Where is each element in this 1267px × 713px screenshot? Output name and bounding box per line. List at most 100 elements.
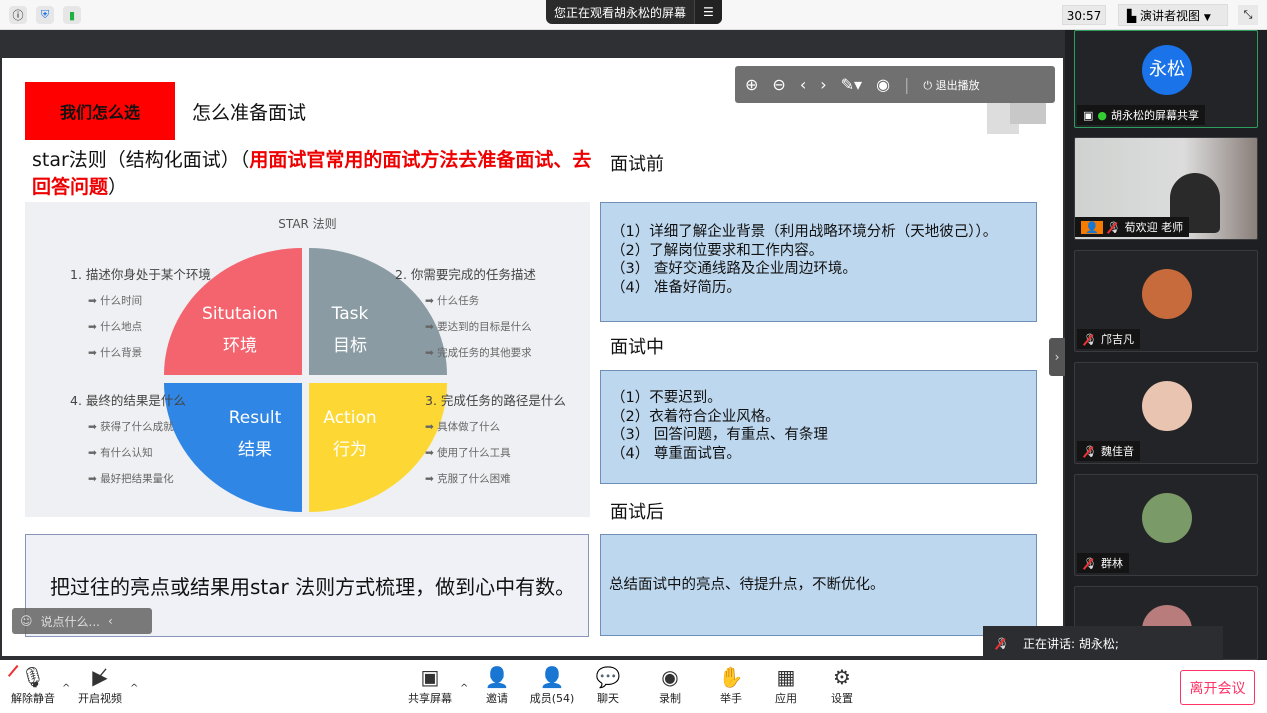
- star-prefix: star法则（结构化面试）（: [32, 149, 250, 171]
- mic-muted-icon: 🎙: [1083, 332, 1097, 346]
- quadrant-task: [309, 248, 447, 375]
- audio-options-caret[interactable]: ^: [62, 683, 71, 694]
- raise-hand-button[interactable]: ✋ 举手: [706, 664, 756, 706]
- participant-label: 🎙 群林: [1077, 553, 1129, 573]
- sidebar-toggle[interactable]: ›: [1049, 338, 1065, 376]
- star-summary-box: 把过往的亮点或结果用star 法则方式梳理，做到心中有数。: [25, 534, 589, 637]
- previous-icon[interactable]: ‹: [799, 75, 807, 94]
- quadrant-situation: [164, 248, 302, 375]
- participant-tile-screen-share[interactable]: 永松 ▣ ● 胡永松的屏幕共享: [1074, 30, 1258, 128]
- unmute-button[interactable]: 🎙 解除静音: [8, 664, 58, 706]
- video-off-icon: ▶̸: [92, 665, 108, 689]
- avatar: 永松: [1142, 45, 1192, 95]
- presentation-controls: ⊕ ⊖ ‹ › ✎▾ ◉ | ⏻ 退出播放: [735, 66, 1055, 103]
- participant-label: 🎙 魏佳音: [1077, 441, 1140, 461]
- mic-muted-icon: 🎙: [995, 636, 1009, 650]
- avatar: [1142, 269, 1192, 319]
- apps-button[interactable]: ▦ 应用: [761, 664, 811, 706]
- star-quadrants: [164, 248, 447, 512]
- chat-button[interactable]: 💬 聊天: [583, 664, 633, 706]
- participant-label: ▣ ● 胡永松的屏幕共享: [1077, 105, 1206, 125]
- share-options-caret[interactable]: ^: [460, 683, 469, 694]
- chat-icon: 💬: [595, 665, 621, 689]
- quadrant-label-task: Task 目标: [331, 304, 369, 356]
- after-heading: 面试后: [610, 502, 664, 523]
- gear-icon: ⚙: [833, 665, 851, 689]
- participant-tile-video[interactable]: 👤 🎙 荀欢迎 老师: [1074, 137, 1258, 240]
- bottom-toolbar: [0, 660, 1267, 713]
- apps-icon: ▦: [776, 665, 796, 689]
- avatar: [1142, 493, 1192, 543]
- hand-icon: ✋: [718, 665, 744, 689]
- during-heading: 面试中: [610, 337, 664, 358]
- mic-muted-icon: 🎙: [1106, 220, 1121, 234]
- participant-tile[interactable]: 🎙 群林: [1074, 474, 1258, 576]
- quadrant-action: [309, 383, 447, 512]
- quadrant-label-action: Action 行为: [323, 408, 377, 460]
- diagram-title: STAR 法则: [278, 217, 337, 231]
- star-emphasis: 用面试官常用的面试方法去准备面试、去回答问题: [32, 149, 592, 198]
- members-icon: 👤: [539, 665, 565, 689]
- collapse-icon[interactable]: ‹: [107, 614, 113, 628]
- section-label: 我们怎么选: [25, 82, 175, 140]
- viewing-text: 您正在观看胡永松的屏幕: [554, 5, 687, 20]
- slide-title: 怎么准备面试: [192, 102, 307, 124]
- before-box: （1）详细了解企业背景（利用战略环境分析（天地彼己））。 （2）了解岗位要求和工作…: [600, 202, 1037, 322]
- shield-icon[interactable]: ⛨: [36, 6, 54, 24]
- add-user-icon: 👤: [484, 665, 510, 689]
- group-task: 2. 你需要完成的任务描述 ➡ 什么任务 ➡ 要达到的目标是什么 ➡ 完成任务的其他要…: [395, 267, 536, 359]
- user-icon: 👤: [1081, 220, 1103, 234]
- share-screen-icon: ▣: [420, 665, 440, 689]
- quadrant-label-result: Result 结果: [228, 408, 282, 460]
- members-button[interactable]: 👤 成员(54): [527, 664, 577, 706]
- mic-muted-icon: 🎙: [1083, 556, 1097, 570]
- view-mode-select[interactable]: ▙ 演讲者视图 ▼: [1118, 4, 1228, 26]
- laser-icon[interactable]: ◉: [876, 75, 891, 94]
- menu-icon[interactable]: ☰: [694, 0, 722, 24]
- avatar: [1142, 381, 1192, 431]
- mic-muted-icon: 🎙: [1083, 444, 1097, 458]
- chevron-down-icon: ▼: [1203, 13, 1211, 23]
- start-video-button[interactable]: ▶̸ 开启视频: [75, 664, 125, 706]
- participant-label: 🎙 邝吉凡: [1077, 329, 1140, 349]
- leave-meeting-button[interactable]: 离开会议: [1180, 670, 1255, 705]
- share-screen-button[interactable]: ▣ 共享屏幕: [405, 664, 455, 706]
- zoom-in-icon[interactable]: ⊕: [745, 75, 759, 94]
- quadrant-label-situation: Situtaion 环境: [202, 304, 278, 356]
- exit-fullscreen-icon[interactable]: ⤡: [1238, 5, 1258, 25]
- record-icon: ◉: [661, 665, 679, 689]
- star-suffix: ）: [108, 176, 128, 198]
- participant-tile[interactable]: 🎙 邝吉凡: [1074, 250, 1258, 352]
- during-box: （1）不要迟到。 （2）衣着符合企业风格。 （3） 回答问题，有重点、有条理 （4） …: [600, 370, 1037, 484]
- view-mode-label: 演讲者视图: [1140, 9, 1201, 23]
- speaking-indicator: 🎙 正在讲话: 胡永松;: [983, 626, 1223, 660]
- meeting-timer: 30:57: [1062, 5, 1106, 25]
- invite-button[interactable]: 👤 邀请: [472, 664, 522, 706]
- quadrant-result: [164, 383, 302, 512]
- participant-tile[interactable]: 🎙 魏佳音: [1074, 362, 1258, 464]
- exit-presentation-button[interactable]: ⏻ 退出播放: [923, 78, 980, 92]
- emoji-icon[interactable]: ☺: [20, 614, 33, 628]
- chat-input[interactable]: ☺ 说点什么... ‹: [12, 608, 152, 634]
- pen-icon[interactable]: ✎▾: [840, 75, 863, 94]
- signal-icon[interactable]: ▮: [63, 6, 81, 24]
- video-options-caret[interactable]: ^: [130, 683, 139, 694]
- star-rule-heading: star法则（结构化面试）（用面试官常用的面试方法去准备面试、去回答问题）: [32, 147, 592, 201]
- before-heading: 面试前: [610, 154, 664, 175]
- viewing-banner: 您正在观看胡永松的屏幕 ☰: [546, 0, 722, 24]
- view-icon: ▙: [1127, 9, 1141, 23]
- mic-icon: ●: [1097, 108, 1108, 122]
- group-situation: 1. 描述你身处于某个环境 ➡ 什么时间 ➡ 什么地点 ➡ 什么背景: [70, 267, 211, 359]
- after-box: 总结面试中的亮点、待提升点，不断优化。: [600, 534, 1037, 636]
- info-icon[interactable]: ⓘ: [9, 6, 27, 24]
- settings-button[interactable]: ⚙ 设置: [817, 664, 867, 706]
- record-button[interactable]: ◉ 录制: [645, 664, 695, 706]
- next-icon[interactable]: ›: [820, 75, 827, 94]
- star-diagram: STAR 法则 Situtaion 环境 Task 目标 Result 结果 Acti…: [25, 202, 590, 517]
- group-action: 3. 完成任务的路径是什么 ➡ 具体做了什么 ➡ 使用了什么工具 ➡ 克服了什么困难: [425, 393, 566, 485]
- mic-muted-icon: 🎙: [8, 664, 58, 690]
- chat-placeholder: 说点什么...: [40, 614, 100, 629]
- participant-label: 👤 🎙 荀欢迎 老师: [1075, 217, 1190, 237]
- group-result: 4. 最终的结果是什么 ➡ 获得了什么成就 ➡ 有什么认知 ➡ 最好把结果量化: [70, 393, 186, 485]
- zoom-out-icon[interactable]: ⊖: [772, 75, 786, 94]
